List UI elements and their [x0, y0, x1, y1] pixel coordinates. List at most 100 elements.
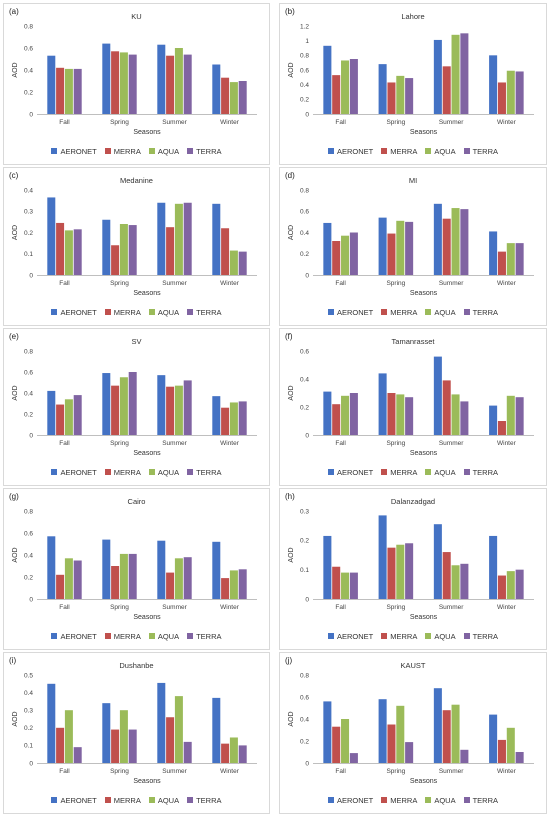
legend-label: AQUA [157, 468, 180, 477]
legend-item-terra: TERRA [187, 632, 222, 641]
bar-merra-spring [111, 245, 120, 275]
bar-terra-summer [460, 401, 469, 435]
bar-aeronet-fall [323, 701, 332, 763]
legend-swatch [425, 797, 432, 803]
y-tick-label: 0.4 [300, 376, 309, 383]
bar-terra-summer [183, 741, 192, 763]
bar-merra-summer [442, 552, 451, 599]
legend-swatch [425, 633, 432, 639]
legend-item-merra: MERRA [381, 632, 417, 641]
legend-item-aeronet: AERONET [327, 147, 373, 156]
bar-aeronet-winter [212, 541, 221, 599]
bar-merra-summer [166, 386, 175, 435]
bar-merra-spring [111, 385, 120, 435]
legend-label: TERRA [196, 468, 222, 477]
y-axis-title: AOD [12, 547, 19, 562]
bar-terra-summer [460, 563, 469, 599]
bar-merra-spring [387, 82, 396, 114]
legend-label: MERRA [113, 468, 141, 477]
legend-swatch [104, 148, 111, 154]
chart-plot: 0 0.1 0.2 0.3 AOD Fall Spring Summer Winter Seaso… [288, 508, 534, 621]
chart-legend: AERONET MERRA AQUA TERRA [4, 632, 269, 641]
y-tick-label: 0 [305, 272, 309, 279]
bar-aqua-spring [119, 553, 128, 599]
bar-aqua-winter [506, 727, 515, 763]
y-tick-label: 0.8 [300, 672, 309, 679]
x-tick-label: Summer [439, 440, 464, 447]
legend-label: TERRA [196, 632, 222, 641]
bar-aqua-spring [119, 377, 128, 435]
x-axis-title: Seasons [410, 450, 438, 457]
bar-aeronet-spring [378, 699, 387, 763]
bar-terra-fall [73, 229, 82, 275]
legend-item-merra: MERRA [104, 468, 141, 477]
x-axis-title: Seasons [410, 778, 438, 785]
bar-aeronet-summer [433, 688, 442, 763]
bar-aqua-summer [174, 696, 183, 763]
legend-item-aeronet: AERONET [51, 308, 97, 317]
legend-label: AERONET [336, 632, 374, 641]
bar-aeronet-fall [323, 45, 332, 114]
panel-label: (i) [9, 656, 17, 665]
bar-terra-spring [128, 372, 137, 435]
bar-merra-summer [166, 55, 175, 114]
legend-label: AQUA [157, 147, 180, 156]
legend-item-terra: TERRA [463, 796, 498, 805]
legend-label: AERONET [336, 796, 374, 805]
bar-merra-spring [387, 393, 396, 435]
x-tick-label: Winter [497, 280, 517, 287]
y-tick-label: 0.5 [24, 672, 33, 679]
x-tick-label: Winter [497, 604, 517, 611]
bar-aeronet-summer [157, 202, 166, 275]
bar-aqua-spring [396, 394, 405, 435]
bar-aeronet-winter [489, 231, 498, 275]
x-tick-label: Summer [439, 280, 464, 287]
bar-terra-fall [349, 753, 358, 763]
legend-label: AERONET [336, 468, 374, 477]
bar-aeronet-spring [102, 539, 111, 599]
bar-terra-summer [460, 33, 469, 114]
chart-title: Medanine [120, 176, 153, 185]
bar-terra-fall [73, 395, 82, 435]
bar-merra-summer [442, 380, 451, 435]
bar-aqua-winter [229, 250, 238, 275]
bar-merra-fall [56, 574, 65, 599]
bar-aeronet-winter [489, 405, 498, 435]
chart-title: Lahore [401, 12, 425, 21]
legend-label: TERRA [196, 796, 222, 805]
bar-merra-summer [166, 572, 175, 599]
bar-aqua-summer [451, 565, 460, 599]
legend-swatch [327, 309, 334, 315]
bar-aqua-summer [174, 48, 183, 114]
legend-item-aqua: AQUA [425, 308, 456, 317]
bar-terra-spring [128, 54, 137, 114]
legend-label: MERRA [390, 796, 418, 805]
bar-aqua-fall [341, 235, 350, 275]
bar-terra-spring [128, 729, 137, 763]
y-tick-label: 0 [29, 272, 33, 279]
legend-item-merra: MERRA [104, 147, 141, 156]
bar-merra-winter [497, 421, 506, 435]
bar-terra-winter [238, 81, 247, 114]
legend-swatch [327, 633, 334, 639]
x-tick-label: Fall [59, 768, 70, 775]
panel-label: (b) [285, 7, 295, 16]
y-axis-title: AOD [288, 385, 295, 400]
legend-swatch [148, 309, 155, 315]
bar-merra-spring [111, 729, 120, 763]
x-tick-label: Fall [335, 280, 346, 287]
legend-item-merra: MERRA [381, 468, 417, 477]
chart-panel-mi: (d) MI 0 0.2 0.4 0.6 0.8 AOD Fall Spring Summer W… [279, 167, 547, 326]
y-axis-title: AOD [12, 225, 19, 240]
bar-aqua-spring [119, 710, 128, 763]
legend-swatch [187, 148, 194, 154]
legend-swatch [425, 148, 432, 154]
bar-aeronet-summer [433, 356, 442, 435]
bar-merra-fall [332, 75, 341, 114]
y-tick-label: 0.3 [24, 209, 33, 216]
bar-aqua-winter [229, 82, 238, 114]
legend-item-terra: TERRA [463, 468, 498, 477]
y-tick-label: 0.2 [300, 97, 309, 104]
legend-item-terra: TERRA [187, 468, 222, 477]
x-axis-title: Seasons [133, 614, 161, 621]
